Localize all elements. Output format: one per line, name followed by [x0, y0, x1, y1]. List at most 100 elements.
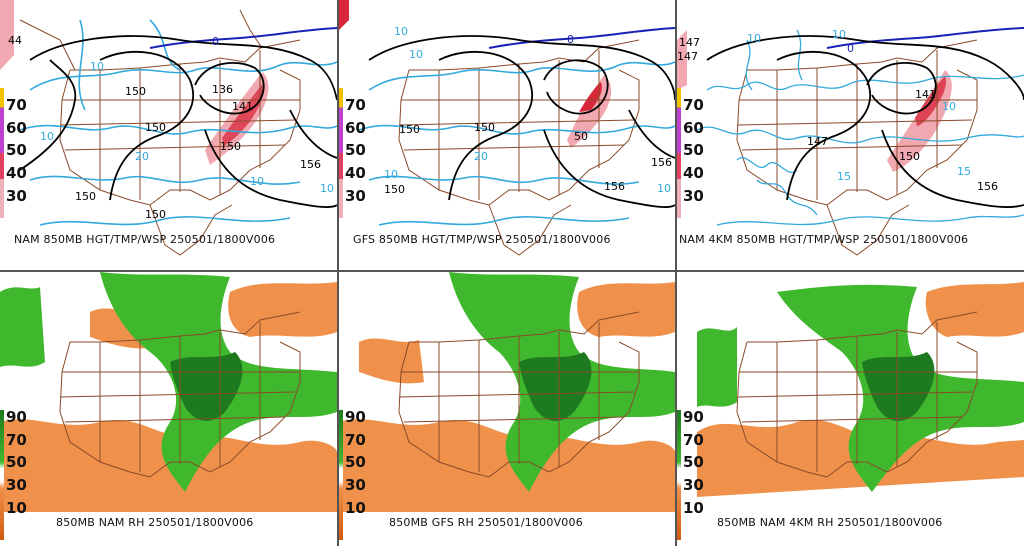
scale-bar [339, 88, 343, 218]
height-contours [368, 35, 675, 208]
political-borders [736, 311, 978, 478]
scale-label: 30 [345, 186, 366, 205]
caption-band [677, 512, 1024, 546]
panel-caption: 850MB GFS RH 250501/1800V006 [389, 516, 583, 529]
political-borders [736, 39, 978, 256]
panel-caption: 850MB NAM RH 250501/1800V006 [56, 516, 254, 529]
tmp-label-1: 10 [747, 32, 761, 45]
map-rh-nam4km [677, 272, 1024, 546]
hgt-label-4: 150 [899, 150, 920, 163]
scale-label: 90 [683, 408, 704, 426]
panel-caption: GFS 850MB HGT/TMP/WSP 250501/1800V006 [353, 233, 611, 246]
tmp-label-3: 15 [837, 170, 851, 183]
scale-labels: 90 70 50 30 10 [683, 410, 704, 523]
scale-label: 70 [683, 96, 704, 114]
scale-label: 70 [345, 96, 366, 114]
tmp-label-4: 10 [384, 168, 398, 181]
tmp-label-1: 10 [394, 25, 408, 38]
political-borders [398, 311, 640, 478]
scale-label: 70 [6, 96, 27, 114]
tmp-label-4: 15 [957, 165, 971, 178]
rh-dry-area [577, 282, 675, 337]
scale-label: 30 [683, 186, 704, 205]
map-hgt-tmp-wsp-nam: 150 150 136 141 150 156 150 150 0 10 10 … [0, 0, 337, 256]
scale-label: 10 [6, 498, 27, 517]
rh-wet-area [170, 352, 243, 422]
scale-labels: 70 60 50 40 30 [345, 98, 366, 211]
hgt-label-2: 147 [807, 135, 828, 148]
wind-speed-corner [0, 0, 14, 70]
tmp-label-0: 0 [212, 35, 219, 48]
hgt-label-1: 150 [125, 85, 146, 98]
panel-caption: NAM 4KM 850MB HGT/TMP/WSP 250501/1800V00… [679, 233, 969, 246]
tmp-label-3: 20 [135, 150, 149, 163]
scale-bar [0, 410, 4, 540]
scale-label: 60 [345, 118, 366, 137]
scale-label: 40 [6, 164, 27, 183]
height-contours [706, 35, 1024, 208]
scale-label: 60 [6, 118, 27, 137]
scale-label: 50 [345, 453, 366, 472]
tmp-label-1: 10 [90, 60, 104, 73]
scale-label: 50 [683, 453, 704, 472]
scale-label: 30 [6, 476, 27, 495]
wind-label-top: 147 [677, 50, 698, 63]
rh-moist-area [697, 327, 737, 407]
scale-bar [0, 88, 4, 218]
caption-band [0, 512, 337, 546]
hgt-label-4: 156 [604, 180, 625, 193]
tmp-label-2: 10 [40, 130, 54, 143]
panel-caption: NAM 850MB HGT/TMP/WSP 250501/1800V006 [14, 233, 276, 246]
political-borders [398, 39, 640, 256]
rh-moist-area [0, 287, 45, 367]
hgt-label-2: 150 [145, 121, 166, 134]
scale-label: 40 [345, 164, 366, 183]
wind-label-top: 44 [8, 34, 22, 47]
scale-labels: 90 70 50 30 10 [345, 410, 366, 523]
tmp-label-5: 10 [320, 182, 334, 195]
hgt-label-8: 150 [145, 208, 166, 221]
scale-label: 10 [345, 498, 366, 517]
scale-label: 60 [683, 118, 704, 137]
political-borders [19, 9, 301, 256]
map-rh-nam [0, 272, 337, 546]
scale-label: 90 [345, 408, 366, 426]
rh-wet-area [519, 352, 592, 422]
temperature-contours [358, 61, 675, 226]
hgt-label-5: 150 [220, 140, 241, 153]
rh-dry-area [228, 282, 337, 337]
hgt-label-6: 156 [651, 156, 672, 169]
horizontal-divider [0, 270, 1024, 272]
scale-labels: 90 70 50 30 10 [6, 410, 27, 523]
wind-speed-corner [339, 0, 349, 30]
hgt-label-5: 156 [977, 180, 998, 193]
scale-label: 70 [345, 430, 366, 449]
wind-speed-core [579, 82, 602, 112]
vertical-divider-left [337, 0, 339, 546]
hgt-label-4: 141 [232, 100, 253, 113]
scale-label: 70 [683, 430, 704, 449]
panel-caption: 850MB NAM 4KM RH 250501/1800V006 [717, 516, 943, 529]
rh-wet-area [862, 352, 935, 422]
hgt-label-7: 150 [75, 190, 96, 203]
panel-gfs-rh: 90 70 50 30 10 850MB GFS RH 250501/1800V… [339, 272, 675, 546]
hgt-label-2: 150 [474, 121, 495, 134]
freezing-contour [488, 27, 675, 49]
hgt-label-3: 141 [915, 88, 936, 101]
scale-label: 30 [6, 186, 27, 205]
hgt-label-1: 147 [679, 36, 700, 49]
hgt-label-3: 136 [212, 83, 233, 96]
tmp-label-5: 10 [942, 100, 956, 113]
panel-nam-hgt-tmp-wsp: 150 150 136 141 150 156 150 150 0 10 10 … [0, 0, 337, 270]
political-borders [59, 311, 301, 478]
tmp-label-4: 10 [250, 175, 264, 188]
scale-labels: 70 60 50 40 30 [6, 98, 27, 211]
scale-label: 30 [345, 476, 366, 495]
scale-label: 50 [6, 141, 27, 160]
scale-label: 40 [683, 164, 704, 183]
scale-label: 10 [683, 498, 704, 517]
scale-bar [677, 410, 681, 540]
caption-band [339, 512, 675, 546]
panel-gfs-hgt-tmp-wsp: 150 150 50 156 150 156 0 10 10 20 10 10 … [339, 0, 675, 270]
